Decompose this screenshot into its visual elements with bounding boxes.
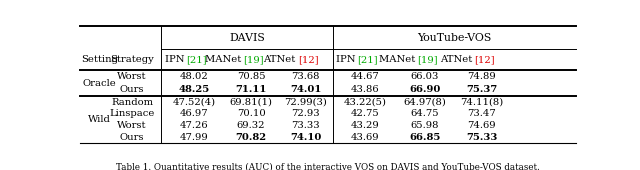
- Text: 46.97: 46.97: [180, 109, 209, 118]
- Text: [19]: [19]: [417, 55, 437, 64]
- Text: 74.01: 74.01: [290, 85, 321, 94]
- Text: ATNet [12]: ATNet [12]: [454, 55, 509, 64]
- Text: 70.82: 70.82: [236, 133, 267, 142]
- Text: IPN: IPN: [336, 55, 357, 64]
- Text: IPN [21]: IPN [21]: [173, 55, 215, 64]
- Text: 75.37: 75.37: [466, 85, 497, 94]
- Text: Strategy: Strategy: [110, 55, 154, 64]
- Text: Ours: Ours: [120, 85, 145, 94]
- Text: 44.67: 44.67: [351, 72, 380, 81]
- Text: 47.52(4): 47.52(4): [173, 98, 216, 107]
- Text: Ours: Ours: [120, 133, 145, 142]
- Text: 74.89: 74.89: [467, 72, 496, 81]
- Text: 72.93: 72.93: [291, 109, 320, 118]
- Text: 48.25: 48.25: [179, 85, 210, 94]
- Text: 43.29: 43.29: [351, 121, 380, 130]
- Text: 71.11: 71.11: [236, 85, 267, 94]
- Text: 73.68: 73.68: [291, 72, 320, 81]
- Text: [21]: [21]: [186, 55, 207, 64]
- Text: MANet: MANet: [378, 55, 417, 64]
- Text: [12]: [12]: [298, 55, 318, 64]
- Text: ATNet [12]: ATNet [12]: [278, 55, 333, 64]
- Text: 72.99(3): 72.99(3): [284, 98, 327, 107]
- Text: 74.69: 74.69: [467, 121, 496, 130]
- Text: ATNet: ATNet: [440, 55, 474, 64]
- Text: IPN [21]: IPN [21]: [344, 55, 387, 64]
- Text: 43.69: 43.69: [351, 133, 380, 142]
- Text: Setting: Setting: [81, 55, 118, 64]
- Text: Table 1. Quantitative results (AUC) of the interactive VOS on DAVIS and YouTube-: Table 1. Quantitative results (AUC) of t…: [116, 163, 540, 170]
- Text: 48.02: 48.02: [180, 72, 209, 81]
- Text: 74.11(8): 74.11(8): [460, 98, 504, 107]
- Text: Worst: Worst: [117, 72, 147, 81]
- Text: 43.22(5): 43.22(5): [344, 98, 387, 107]
- Text: 70.10: 70.10: [237, 109, 266, 118]
- Text: 74.10: 74.10: [290, 133, 321, 142]
- Text: 47.26: 47.26: [180, 121, 209, 130]
- Text: Random: Random: [111, 98, 153, 107]
- Text: 64.75: 64.75: [410, 109, 439, 118]
- Text: Oracle: Oracle: [83, 79, 116, 88]
- Text: 69.32: 69.32: [237, 121, 266, 130]
- Text: MANet [19]: MANet [19]: [396, 55, 454, 64]
- Text: Linspace: Linspace: [109, 109, 155, 118]
- Text: MANet: MANet: [205, 55, 243, 64]
- Text: 69.81(1): 69.81(1): [230, 98, 273, 107]
- Text: [19]: [19]: [243, 55, 264, 64]
- Text: 47.99: 47.99: [180, 133, 209, 142]
- Text: 64.97(8): 64.97(8): [403, 98, 446, 107]
- Text: 66.03: 66.03: [410, 72, 439, 81]
- Text: 73.33: 73.33: [291, 121, 320, 130]
- Text: ATNet: ATNet: [264, 55, 298, 64]
- Text: 43.86: 43.86: [351, 85, 380, 94]
- Text: 42.75: 42.75: [351, 109, 380, 118]
- Text: MANet [19]: MANet [19]: [221, 55, 280, 64]
- Text: 73.47: 73.47: [467, 109, 496, 118]
- Text: [21]: [21]: [357, 55, 378, 64]
- Text: DAVIS: DAVIS: [229, 33, 265, 43]
- Text: 70.85: 70.85: [237, 72, 266, 81]
- Text: 66.90: 66.90: [409, 85, 440, 94]
- Text: 65.98: 65.98: [410, 121, 439, 130]
- Text: [12]: [12]: [474, 55, 495, 64]
- Text: YouTube-VOS: YouTube-VOS: [417, 33, 492, 43]
- Text: 66.85: 66.85: [409, 133, 440, 142]
- Text: IPN: IPN: [164, 55, 186, 64]
- Text: 75.33: 75.33: [466, 133, 497, 142]
- Text: Wild: Wild: [88, 115, 111, 124]
- Text: Worst: Worst: [117, 121, 147, 130]
